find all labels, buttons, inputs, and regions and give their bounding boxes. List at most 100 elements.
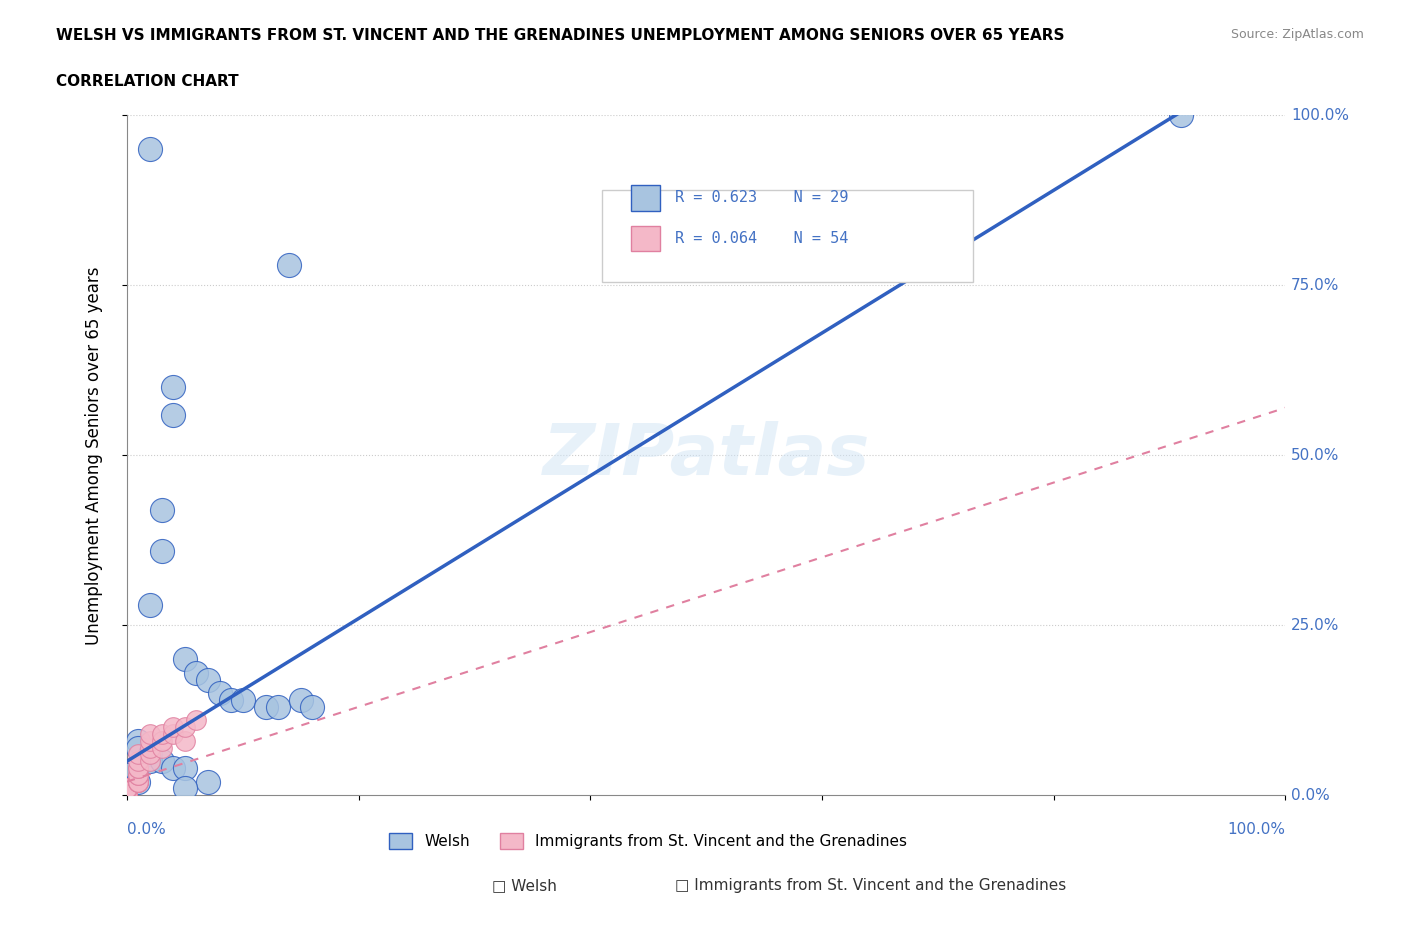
Point [162, 761, 184, 776]
Point [139, 754, 162, 769]
Point [150, 740, 173, 755]
Point [115, 788, 138, 803]
Point [115, 788, 138, 803]
Point [186, 713, 208, 728]
Point [266, 699, 288, 714]
Text: Source: ZipAtlas.com: Source: ZipAtlas.com [1230, 28, 1364, 41]
Point [162, 720, 184, 735]
Point [139, 747, 162, 762]
Point [139, 734, 162, 749]
Point [115, 788, 138, 803]
Point [139, 142, 162, 157]
Text: CORRELATION CHART: CORRELATION CHART [56, 74, 239, 89]
Text: 0.0%: 0.0% [1291, 788, 1330, 803]
Point [208, 685, 231, 700]
Point [254, 699, 277, 714]
Point [173, 720, 195, 735]
Point [150, 502, 173, 517]
Point [150, 734, 173, 749]
Text: 100.0%: 100.0% [1291, 108, 1350, 123]
Point [115, 788, 138, 803]
Point [115, 788, 138, 803]
Point [128, 734, 150, 749]
Point [115, 781, 138, 796]
Point [162, 407, 184, 422]
Text: 100.0%: 100.0% [1227, 822, 1285, 837]
Point [115, 788, 138, 803]
Point [115, 788, 138, 803]
Point [128, 774, 150, 789]
Text: R = 0.623    N = 29: R = 0.623 N = 29 [675, 191, 848, 206]
Point [115, 788, 138, 803]
Point [1170, 108, 1192, 123]
Text: 50.0%: 50.0% [1291, 448, 1340, 463]
Point [115, 781, 138, 796]
Point [115, 788, 138, 803]
Text: WELSH VS IMMIGRANTS FROM ST. VINCENT AND THE GRENADINES UNEMPLOYMENT AMONG SENIO: WELSH VS IMMIGRANTS FROM ST. VINCENT AND… [56, 28, 1064, 43]
Point [301, 699, 323, 714]
Point [115, 788, 138, 803]
Point [150, 543, 173, 558]
Text: R = 0.064    N = 54: R = 0.064 N = 54 [675, 231, 848, 246]
Y-axis label: Unemployment Among Seniors over 65 years: Unemployment Among Seniors over 65 years [86, 266, 103, 644]
Point [173, 734, 195, 749]
Point [150, 726, 173, 741]
Point [186, 666, 208, 681]
Point [150, 754, 173, 769]
Point [128, 761, 150, 776]
Point [290, 693, 312, 708]
Point [115, 788, 138, 803]
Text: □ Welsh: □ Welsh [492, 878, 557, 893]
Point [128, 774, 150, 789]
Point [128, 761, 150, 776]
Point [128, 747, 150, 762]
Point [128, 774, 150, 789]
Point [128, 767, 150, 782]
Point [197, 774, 219, 789]
Point [115, 788, 138, 803]
Point [115, 788, 138, 803]
Point [139, 726, 162, 741]
Point [139, 747, 162, 762]
Point [115, 788, 138, 803]
Point [115, 788, 138, 803]
Text: ZIPatlas: ZIPatlas [543, 421, 870, 490]
Point [139, 597, 162, 612]
Point [128, 774, 150, 789]
Text: 75.0%: 75.0% [1291, 278, 1340, 293]
Text: 0.0%: 0.0% [127, 822, 166, 837]
Point [115, 767, 138, 782]
Point [173, 652, 195, 667]
Text: 25.0%: 25.0% [1291, 618, 1340, 632]
FancyBboxPatch shape [602, 191, 973, 282]
Point [115, 788, 138, 803]
Point [128, 754, 150, 769]
Point [128, 740, 150, 755]
Point [278, 258, 301, 272]
FancyBboxPatch shape [631, 226, 659, 251]
Point [162, 380, 184, 395]
Point [115, 788, 138, 803]
Point [115, 781, 138, 796]
Point [115, 788, 138, 803]
Point [128, 767, 150, 782]
Point [139, 740, 162, 755]
Point [197, 672, 219, 687]
Point [139, 754, 162, 769]
Point [173, 761, 195, 776]
Point [115, 788, 138, 803]
Point [115, 788, 138, 803]
Point [128, 774, 150, 789]
FancyBboxPatch shape [631, 185, 659, 211]
Text: □ Immigrants from St. Vincent and the Grenadines: □ Immigrants from St. Vincent and the Gr… [675, 878, 1066, 893]
Point [173, 781, 195, 796]
Legend: Welsh, Immigrants from St. Vincent and the Grenadines: Welsh, Immigrants from St. Vincent and t… [382, 828, 914, 856]
Point [115, 788, 138, 803]
Point [219, 693, 242, 708]
Point [115, 788, 138, 803]
Point [115, 788, 138, 803]
Point [115, 781, 138, 796]
Point [232, 693, 254, 708]
Point [162, 726, 184, 741]
Point [115, 788, 138, 803]
